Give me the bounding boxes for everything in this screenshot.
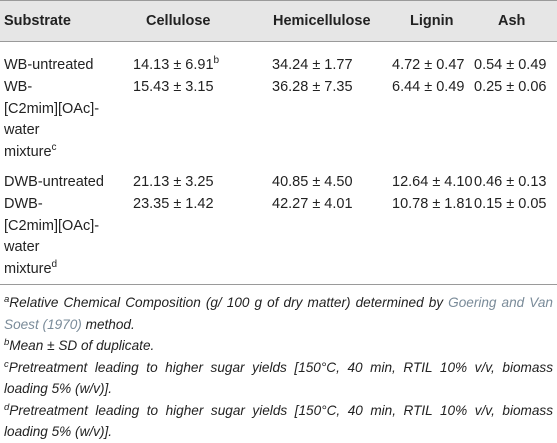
hemicellulose-cell: 42.27 ± 4.01 <box>272 196 353 212</box>
substrate-line: WB-untreated <box>4 57 94 73</box>
lignin-cell: 10.78 ± 1.81 <box>392 196 473 212</box>
footnote-b: bMean ± SD of duplicate. <box>4 335 553 357</box>
hemicellulose-cell: 34.24 ± 1.77 <box>272 57 353 73</box>
substrate-line: [C2mim][OAc]- <box>4 100 100 117</box>
cellulose-value: 14.13 ± 6.91 <box>133 57 214 73</box>
ash-cell: 0.54 ± 0.49 <box>474 57 547 73</box>
substrate-line: mixture <box>4 260 52 277</box>
table-footnotes: aRelative Chemical Composition (g/ 100 g… <box>4 292 553 443</box>
ash-cell: 0.25 ± 0.06 <box>474 79 547 95</box>
footnote-marker: d <box>51 258 58 270</box>
substrate-line: mixture <box>4 143 52 160</box>
cellulose-cell: 15.43 ± 3.15 <box>133 79 214 95</box>
footnote-c: cPretreatment leading to higher sugar yi… <box>4 357 553 400</box>
substrate-line: WB- <box>4 79 33 95</box>
footnote-marker: c <box>4 358 9 370</box>
substrate-line: water <box>4 239 40 255</box>
footnote-marker: d <box>4 401 10 413</box>
table-header-row: Substrate Cellulose Hemicellulose Lignin… <box>0 0 557 42</box>
reference-link[interactable]: Goering and Van Soest (1970) <box>4 295 553 332</box>
footnote-text: Relative Chemical Composition (g/ 100 g … <box>9 295 449 310</box>
substrate-line: [C2mim][OAc]- <box>4 217 100 234</box>
hemicellulose-cell: 40.85 ± 4.50 <box>272 174 353 190</box>
footnote-a: aRelative Chemical Composition (g/ 100 g… <box>4 292 553 335</box>
table-bottom-rule <box>0 284 557 285</box>
lignin-cell: 4.72 ± 0.47 <box>392 57 465 73</box>
hemicellulose-cell: 36.28 ± 7.35 <box>272 79 353 95</box>
substrate-cell: WB-untreated <box>4 55 93 77</box>
header-hemicellulose: Hemicellulose <box>273 13 371 29</box>
lignin-cell: 6.44 ± 0.49 <box>392 79 465 95</box>
footnote-text: Mean ± SD of duplicate. <box>9 338 155 353</box>
footnote-text: Pretreatment leading to higher sugar yie… <box>4 402 553 440</box>
footnote-marker: a <box>4 294 10 305</box>
ash-cell: 0.15 ± 0.05 <box>474 196 547 212</box>
substrate-cell: WB- [C2mim][OAc]- water mixturec <box>4 77 99 163</box>
cellulose-cell: 23.35 ± 1.42 <box>133 196 214 212</box>
footnote-marker: c <box>51 141 57 153</box>
footnote-text: method. <box>81 316 135 332</box>
substrate-line: DWB- <box>4 196 43 212</box>
footnote-d: dPretreatment leading to higher sugar yi… <box>4 400 553 443</box>
cellulose-cell: 21.13 ± 3.25 <box>133 174 214 190</box>
header-substrate: Substrate <box>4 13 71 29</box>
header-cellulose: Cellulose <box>146 13 211 29</box>
ash-cell: 0.46 ± 0.13 <box>474 174 547 190</box>
footnote-text: Pretreatment leading to higher sugar yie… <box>4 359 553 397</box>
substrate-cell: DWB-untreated <box>4 172 104 194</box>
footnote-marker: b <box>4 337 10 348</box>
cellulose-cell: 14.13 ± 6.91b <box>133 55 219 77</box>
substrate-line: water <box>4 122 40 138</box>
header-lignin: Lignin <box>410 13 454 29</box>
substrate-line: DWB-untreated <box>4 174 104 190</box>
header-ash: Ash <box>498 13 526 29</box>
footnote-marker: b <box>213 55 220 66</box>
substrate-cell: DWB- [C2mim][OAc]- water mixtured <box>4 194 99 280</box>
lignin-cell: 12.64 ± 4.10 <box>392 174 473 190</box>
